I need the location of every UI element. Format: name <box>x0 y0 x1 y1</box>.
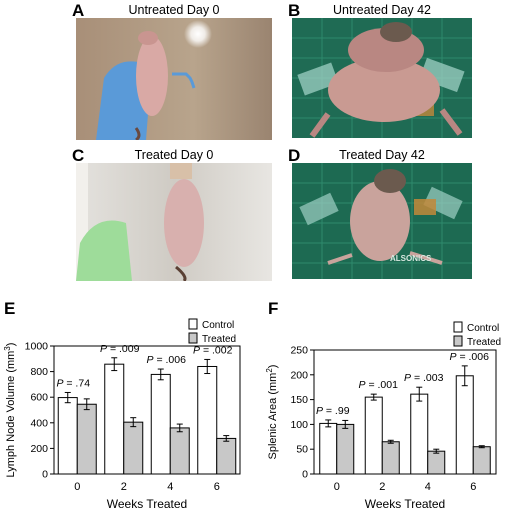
chart-f-ytick-label-0: 0 <box>302 469 308 481</box>
chart-f-bar-treated-0 <box>336 423 355 475</box>
chart-f-xtick-label-1: 2 <box>379 481 385 493</box>
chart-f-xlabel: Weeks Treated <box>365 497 445 510</box>
chart-e-bar-treated-2 <box>123 421 144 475</box>
chart-e-bar-control-4 <box>150 373 171 475</box>
photo-treated-day0 <box>76 163 272 281</box>
chart-e-xtick-label-0: 0 <box>74 481 80 493</box>
chart-e-legend-swatch-control <box>188 318 198 330</box>
chart-e-container: 0 200 400 600 800 1000 Lymph Node Volume (mm3)… <box>0 296 262 510</box>
chart-f-bar-treated-4 <box>427 450 446 475</box>
chart-f-pvalue-3: P = .006 <box>450 351 490 363</box>
chart-e-lymph-node: 0 200 400 600 800 1000 Lymph Node Volume (mm3)… <box>3 318 241 510</box>
chart-e-ytick-label-4: 800 <box>30 366 48 378</box>
chart-f-ytick-label-2: 100 <box>290 419 308 431</box>
chart-f-legend-label-treated: Treated <box>467 337 501 348</box>
chart-e-legend-label-control: Control <box>202 320 234 331</box>
chart-f-bar-treated-6 <box>472 446 491 475</box>
chart-f-bar-control-6 <box>455 375 474 475</box>
chart-e-pvalue-2: P = .006 <box>147 354 187 366</box>
panel-letter-d: D <box>288 146 301 165</box>
chart-e-bar-control-0 <box>57 397 78 475</box>
chart-e-bar-control-2 <box>104 363 125 475</box>
panel-letter-b: B <box>288 1 301 20</box>
panel-letter-a: A <box>72 1 85 20</box>
panel-letter-e: E <box>4 299 16 318</box>
chart-e-ytick-label-2: 400 <box>30 417 48 429</box>
chart-e-pvalue-0: P = .74 <box>56 377 90 389</box>
chart-f-plot-frame <box>313 349 497 475</box>
chart-e-plot-frame <box>53 345 241 475</box>
chart-e-xtick-label-3: 6 <box>214 481 220 493</box>
chart-e-bar-treated-6 <box>216 437 237 475</box>
chart-f-bar-control-4 <box>410 393 429 475</box>
chart-f-bar-control-2 <box>364 396 383 475</box>
chart-e-bar-treated-0 <box>76 403 97 475</box>
chart-f-ytick-label-5: 250 <box>290 345 308 357</box>
panel-d-title: Treated Day 42 <box>339 148 425 162</box>
chart-e-ytick-label-3: 600 <box>30 392 48 404</box>
chart-f-legend-swatch-treated <box>453 335 463 347</box>
chart-f-pvalue-2: P = .003 <box>404 372 444 384</box>
panel-b-title: Untreated Day 42 <box>333 3 431 17</box>
chart-f-container: 0 50 100 150 200 250 Splenic Area (mm2) 0 P = .9… <box>262 296 520 510</box>
chart-e-legend-swatch-treated <box>188 332 198 344</box>
chart-e-legend-label-treated: Treated <box>202 334 236 345</box>
chart-f-legend-swatch-control <box>453 321 463 333</box>
chart-f-pvalue-1: P = .001 <box>359 379 399 391</box>
chart-f-pvalue-0: P = .99 <box>316 405 350 417</box>
chart-e-xlabel: Weeks Treated <box>107 497 187 510</box>
photo-untreated-day42 <box>292 18 472 138</box>
chart-e-ytick-label-5: 1000 <box>25 341 49 353</box>
chart-e-pvalue-3: P = .002 <box>193 344 233 356</box>
chart-f-bar-control-0 <box>319 422 338 475</box>
panel-letter-c: C <box>72 146 85 165</box>
chart-f-splenic-area: 0 50 100 150 200 250 Splenic Area (mm2) 0 P = .9… <box>265 321 501 510</box>
chart-e-pvalue-1: P = .009 <box>100 343 140 355</box>
chart-f-ytick-label-4: 200 <box>290 369 308 381</box>
panel-letter-f: F <box>268 299 279 318</box>
photo-treated-day42: ALSONICS <box>292 163 472 279</box>
chart-e-bar-treated-4 <box>169 427 190 475</box>
photo-text-alsonics: ALSONICS <box>390 254 432 263</box>
chart-e-ytick-label-1: 200 <box>30 443 48 455</box>
chart-e-ytick-label-0: 0 <box>42 469 48 481</box>
chart-f-ytick-label-1: 50 <box>296 444 308 456</box>
chart-f-xtick-label-2: 4 <box>425 481 431 493</box>
chart-e-xtick-label-2: 4 <box>167 481 173 493</box>
chart-f-bar-treated-2 <box>381 441 400 475</box>
chart-e-xtick-label-1: 2 <box>121 481 127 493</box>
chart-f-legend-label-control: Control <box>467 323 499 334</box>
chart-f-xtick-label-3: 6 <box>470 481 476 493</box>
chart-e-bar-control-6 <box>197 365 218 475</box>
panel-a-title: Untreated Day 0 <box>128 3 220 17</box>
chart-e-ylabel: Lymph Node Volume (mm3) <box>3 343 17 478</box>
panel-c-title: Treated Day 0 <box>134 148 214 162</box>
chart-f-ytick-label-3: 150 <box>290 394 308 406</box>
photo-untreated-day0 <box>76 18 272 140</box>
chart-f-ylabel: Splenic Area (mm2) <box>265 365 279 460</box>
chart-f-xtick-label-0: 0 <box>334 481 340 493</box>
